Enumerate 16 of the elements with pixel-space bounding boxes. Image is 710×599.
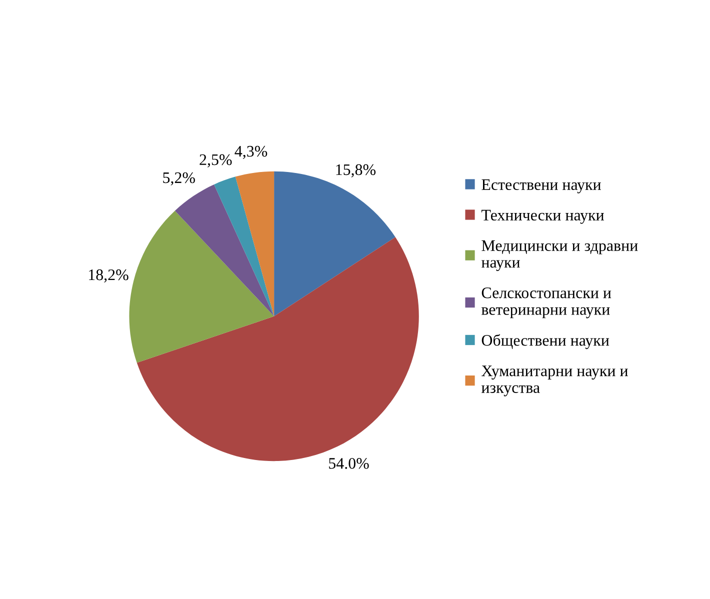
- legend-label: Селскостопански и ветеринарни науки: [481, 287, 612, 318]
- data-label: 54.0%: [329, 458, 369, 469]
- data-label: 2,5%: [200, 154, 232, 168]
- data-label: 18,2%: [89, 269, 128, 283]
- data-label: 4,3%: [234, 146, 268, 159]
- legend-label: Медицински и здравни науки: [481, 240, 638, 272]
- pie-slice: [235, 171, 274, 316]
- pie-slice: [129, 210, 274, 363]
- legend-label: Технически науки: [481, 210, 604, 224]
- data-label: 15,8%: [336, 164, 376, 178]
- legend-label: Естествени науки: [482, 179, 601, 194]
- pie-slice: [174, 184, 274, 316]
- pie-slice: [214, 176, 274, 316]
- data-label: 5,2%: [163, 172, 195, 186]
- legend-label: Обществени науки: [482, 334, 610, 350]
- legend-label: Хуманитарни науки и изкуства: [481, 366, 628, 396]
